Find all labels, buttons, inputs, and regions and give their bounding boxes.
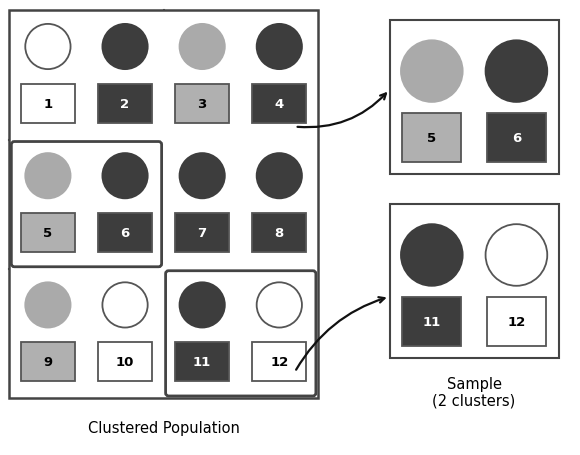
Text: 7: 7 xyxy=(198,227,206,239)
Bar xyxy=(21,85,75,123)
Text: 12: 12 xyxy=(270,355,288,369)
Text: 6: 6 xyxy=(512,131,521,145)
Bar xyxy=(98,85,152,123)
Text: 6: 6 xyxy=(121,227,130,239)
Text: 1: 1 xyxy=(44,98,52,111)
Bar xyxy=(9,11,318,398)
Circle shape xyxy=(26,154,71,199)
Text: 2: 2 xyxy=(121,98,129,111)
Text: 10: 10 xyxy=(116,355,134,369)
Circle shape xyxy=(180,154,225,199)
Bar xyxy=(98,214,152,253)
Circle shape xyxy=(103,154,148,199)
Bar xyxy=(21,214,75,253)
Circle shape xyxy=(257,25,302,70)
Circle shape xyxy=(485,41,548,103)
Bar xyxy=(487,297,546,346)
Circle shape xyxy=(26,283,71,328)
Circle shape xyxy=(257,283,302,328)
Bar xyxy=(175,214,229,253)
Bar xyxy=(252,214,306,253)
Circle shape xyxy=(180,283,225,328)
Text: 3: 3 xyxy=(198,98,207,111)
Text: 9: 9 xyxy=(44,355,52,369)
Circle shape xyxy=(485,225,548,286)
Circle shape xyxy=(257,154,302,199)
Text: 11: 11 xyxy=(193,355,211,369)
Text: Clustered Population: Clustered Population xyxy=(88,420,240,435)
Bar xyxy=(390,21,559,175)
Text: 12: 12 xyxy=(508,315,525,328)
Bar xyxy=(175,85,229,123)
Bar xyxy=(402,113,462,162)
Bar xyxy=(98,343,152,381)
Text: (2 clusters): (2 clusters) xyxy=(433,393,516,408)
Bar xyxy=(487,113,546,162)
Bar xyxy=(252,85,306,123)
Bar xyxy=(390,205,559,359)
Text: 5: 5 xyxy=(44,227,52,239)
Circle shape xyxy=(103,25,148,70)
Text: 5: 5 xyxy=(427,131,436,145)
Text: 8: 8 xyxy=(275,227,284,239)
Text: 11: 11 xyxy=(423,315,441,328)
Circle shape xyxy=(401,225,463,286)
Circle shape xyxy=(103,283,148,328)
Text: Sample: Sample xyxy=(447,376,502,391)
Bar xyxy=(402,297,462,346)
Circle shape xyxy=(401,41,463,103)
Bar xyxy=(21,343,75,381)
Bar xyxy=(252,343,306,381)
Circle shape xyxy=(180,25,225,70)
Text: 4: 4 xyxy=(275,98,284,111)
Circle shape xyxy=(26,25,71,70)
Bar xyxy=(175,343,229,381)
